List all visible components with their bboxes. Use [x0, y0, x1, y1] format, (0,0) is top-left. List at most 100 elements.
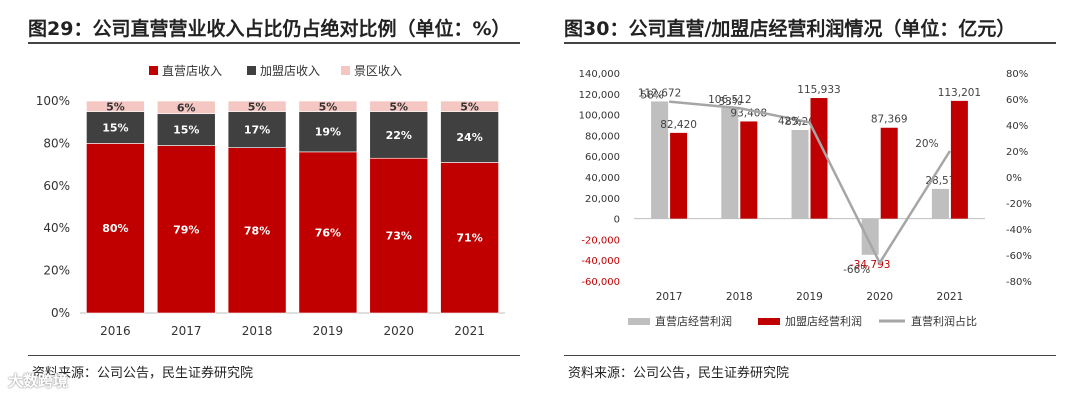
- y-tick-label: 80%: [43, 136, 70, 150]
- bar-segment: [156, 145, 216, 314]
- source-note: 资料来源：公司公告，民生证券研究院: [32, 366, 254, 381]
- bar: [931, 188, 949, 219]
- legend-swatch: [247, 66, 256, 75]
- x-tick-label: 2017: [656, 291, 683, 303]
- watermark-text: 大数跨境: [8, 372, 69, 390]
- data-label: 80%: [102, 222, 128, 235]
- x-tick-label: 2020: [866, 291, 893, 303]
- x-tick-label: 2016: [100, 324, 131, 338]
- data-label: 79%: [173, 223, 199, 236]
- bar-segment: [369, 157, 429, 314]
- bar-segment: [369, 100, 429, 112]
- bar: [740, 121, 758, 219]
- data-label: 82,420: [660, 119, 697, 131]
- line-series: [668, 100, 951, 266]
- y-right-tick-label: 0%: [1006, 173, 1022, 184]
- bar-segment: [298, 111, 358, 153]
- operating-profit-chart: -60,000 -40,000 -20,000 0 20,000 40,000 60,000…: [579, 69, 1032, 328]
- y-left-tick-label: 100,000: [579, 111, 620, 122]
- y-left-tick-label: 20,000: [585, 194, 620, 205]
- legend-swatch: [628, 318, 650, 325]
- legend-label: 加盟店收入: [260, 64, 320, 78]
- legend-label: 直营店收入: [162, 64, 222, 78]
- bar-segment: [156, 100, 216, 115]
- data-label: 112,672: [638, 87, 681, 99]
- y-right-tick-label: -80%: [1006, 277, 1032, 288]
- legend-swatch: [758, 318, 780, 325]
- x-tick-label: 2021: [454, 324, 485, 338]
- line-data-label: 58%: [640, 90, 663, 102]
- y-tick-label: 100%: [36, 94, 70, 108]
- line-data-label: 20%: [915, 138, 938, 150]
- data-label: 78%: [244, 224, 270, 237]
- bar-segment: [440, 100, 499, 112]
- bar-segment: [86, 100, 145, 112]
- x-tick-label: 2018: [242, 324, 273, 338]
- bar: [670, 132, 688, 219]
- y-tick-label: 60%: [43, 179, 70, 193]
- data-label: 6%: [177, 101, 196, 114]
- bar: [721, 107, 739, 219]
- bar-segment: [440, 111, 499, 163]
- data-label: 76%: [315, 226, 341, 239]
- y-left-tick-label: 80,000: [585, 131, 620, 142]
- data-label: 17%: [244, 124, 270, 137]
- y-left-tick-label: 0: [614, 215, 620, 226]
- data-label: 5%: [248, 100, 267, 113]
- bar: [880, 127, 898, 219]
- chart-title: 图29：公司直营营业收入占比仍占绝对比例（单位：%）: [28, 18, 511, 40]
- legend-label: 直营利润占比: [911, 314, 977, 328]
- legend-swatch: [341, 66, 350, 75]
- y-left-tick-label: 120,000: [579, 90, 620, 101]
- y-right-tick-label: 40%: [1006, 121, 1028, 132]
- data-label: 19%: [315, 126, 341, 139]
- y-right-tick-label: -60%: [1006, 251, 1032, 262]
- bar-segment: [298, 151, 358, 314]
- bar-segment: [440, 162, 499, 314]
- x-tick-label: 2019: [796, 291, 823, 303]
- data-label: 24%: [456, 131, 482, 144]
- bar-segment: [156, 113, 216, 146]
- bar: [651, 101, 669, 219]
- left-chart-panel: 图29：公司直营营业收入占比仍占绝对比例（单位：%） 直营店收入 加盟店收入 景区收…: [8, 18, 520, 390]
- data-label: 113,201: [938, 87, 981, 99]
- right-chart-panel: 图30：公司直营/加盟店经营利润情况（单位：亿元） -60,000 -40,000…: [540, 0, 1080, 403]
- line-data-label: 53%: [719, 96, 742, 108]
- y-left-tick-label: -40,000: [581, 256, 620, 267]
- source-rule: [564, 355, 1056, 356]
- source-note: 资料来源：公司公告，民生证券研究院: [568, 366, 790, 381]
- data-label: 15%: [102, 122, 128, 135]
- data-label: 87,369: [871, 114, 908, 126]
- legend-label: 加盟店经营利润: [785, 314, 862, 328]
- bar-segment: [298, 100, 358, 112]
- y-left-tick-label: 40,000: [585, 173, 620, 184]
- bar: [861, 218, 879, 255]
- y-left-tick-label: -60,000: [581, 277, 620, 288]
- y-right-tick-label: -20%: [1006, 199, 1032, 210]
- title-rule: [28, 42, 520, 44]
- title-rule: [564, 42, 1056, 44]
- data-label: 93,408: [730, 107, 767, 119]
- x-tick-label: 2017: [171, 324, 202, 338]
- revenue-share-chart: 直营店收入 加盟店收入 景区收入 0% 20% 40% 60% 80% 100% 80% 15% 5%…: [36, 64, 505, 338]
- legend-swatch: [149, 66, 158, 75]
- data-label: 5%: [389, 100, 408, 113]
- data-label: 15%: [173, 124, 199, 137]
- bar-segment: [369, 111, 429, 159]
- bar: [810, 98, 828, 219]
- x-tick-label: 2019: [313, 324, 344, 338]
- y-right-tick-label: 80%: [1006, 69, 1028, 80]
- legend-label: 直营店经营利润: [655, 314, 732, 328]
- y-left-tick-label: 140,000: [579, 69, 620, 80]
- data-label: 115,933: [797, 84, 840, 96]
- y-left-tick-label: -20,000: [581, 235, 620, 246]
- bar-segment: [227, 100, 287, 112]
- x-tick-label: 2021: [937, 291, 964, 303]
- y-tick-label: 40%: [43, 221, 70, 235]
- line-data-label: -66%: [843, 264, 870, 276]
- data-label: 106,512: [708, 94, 751, 106]
- line-data-label: 42%: [778, 115, 801, 127]
- bar: [950, 100, 968, 219]
- data-label: 5%: [460, 100, 479, 113]
- bar: [791, 129, 809, 219]
